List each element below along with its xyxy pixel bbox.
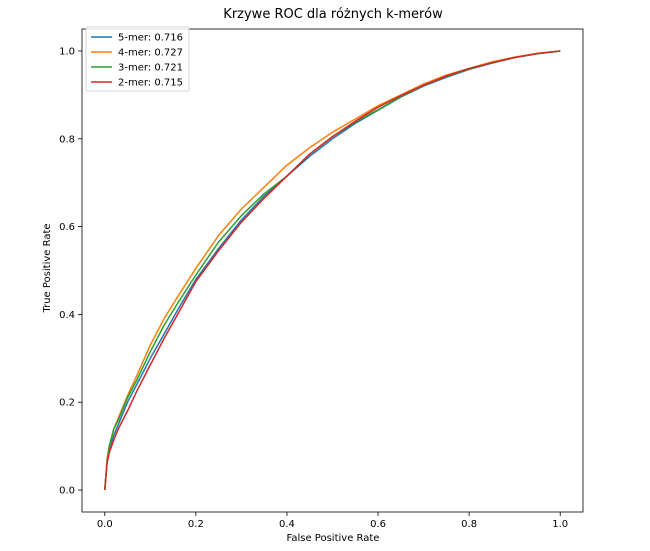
x-tick-label: 1.0 (552, 519, 568, 530)
y-axis-label: True Positive Rate (42, 223, 53, 313)
series-line-1 (104, 50, 561, 491)
series-layer (104, 50, 561, 491)
x-tick-label: 0.4 (279, 519, 295, 530)
plot-frame (81, 28, 584, 513)
x-tick-label: 0.0 (97, 519, 113, 530)
y-tick-label: 0.6 (59, 222, 75, 233)
chart-title: Krzywe ROC dla różnych k-merów (223, 7, 443, 22)
y-tick-label: 0.8 (59, 134, 75, 145)
y-tick-label: 0.2 (59, 398, 75, 409)
legend-frame (85, 26, 190, 92)
y-tick-label: 0.4 (59, 310, 75, 321)
legend-label-1: 5-mer: 0.716 (118, 33, 183, 44)
legend-label-2: 4-mer: 0.727 (118, 48, 183, 59)
series-line-3 (104, 50, 561, 491)
legend-label-3: 3-mer: 0.721 (118, 63, 183, 74)
x-axis-label: False Positive Rate (287, 533, 380, 544)
y-axis: 0.0 0.2 0.4 0.6 0.8 1.0 (59, 46, 82, 497)
x-axis: 0.0 0.2 0.4 0.6 0.8 1.0 (97, 512, 568, 530)
x-tick-label: 0.2 (188, 519, 204, 530)
x-tick-label: 0.8 (461, 519, 477, 530)
y-tick-label: 0.0 (59, 486, 75, 497)
legend: 5-mer: 0.716 4-mer: 0.727 3-mer: 0.721 2-me… (85, 26, 190, 92)
x-tick-label: 0.6 (370, 519, 386, 530)
y-tick-label: 1.0 (59, 46, 75, 57)
series-line-4 (104, 50, 561, 491)
legend-label-4: 2-mer: 0.715 (118, 78, 183, 89)
series-line-2 (104, 50, 561, 491)
